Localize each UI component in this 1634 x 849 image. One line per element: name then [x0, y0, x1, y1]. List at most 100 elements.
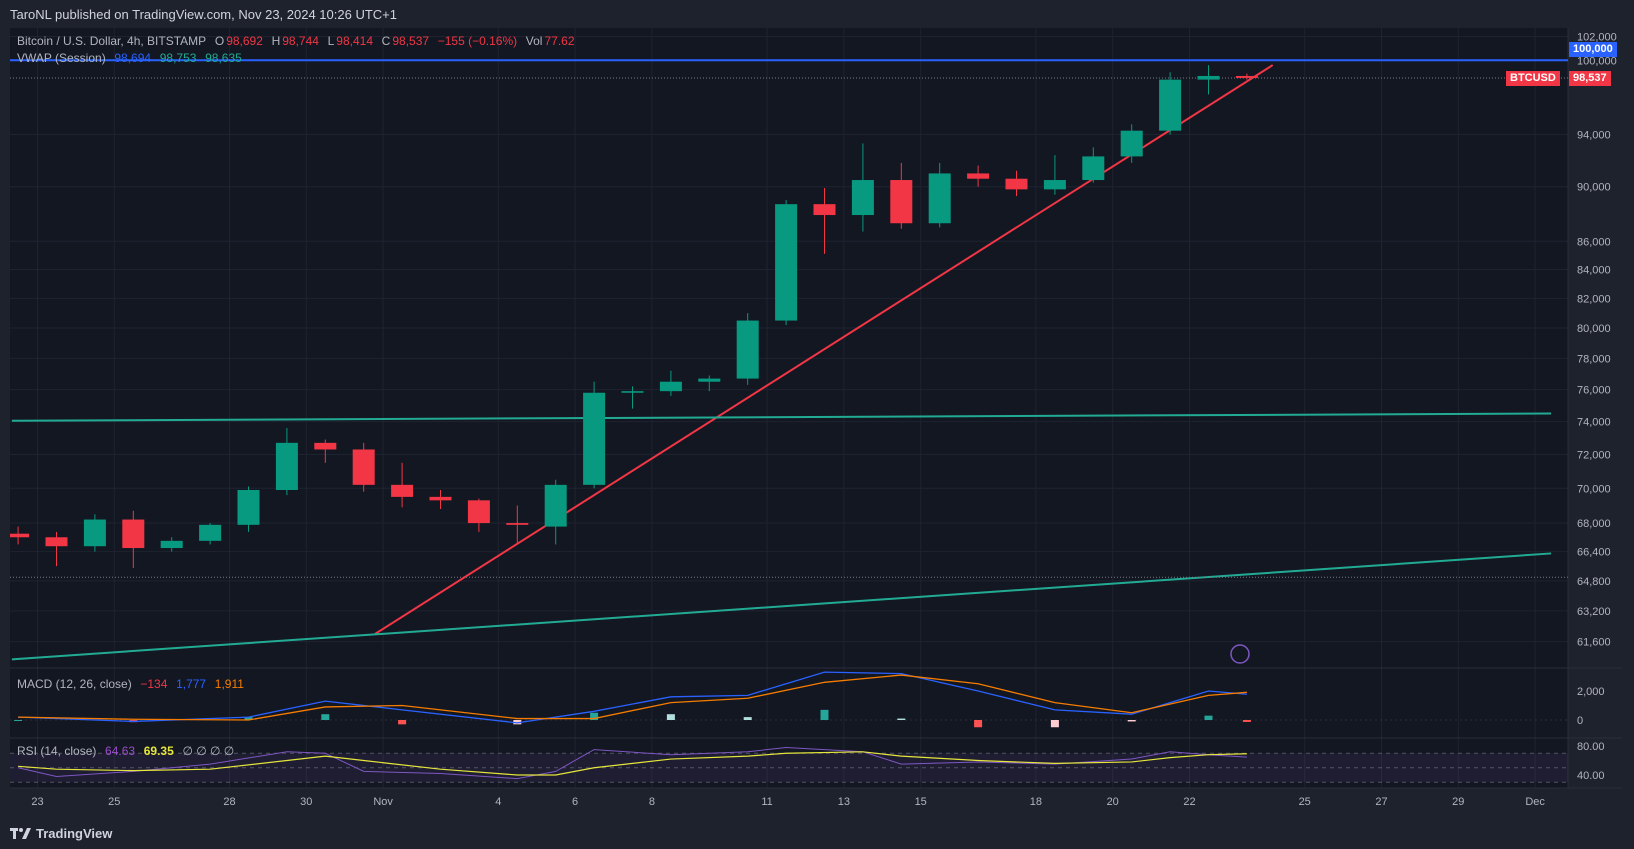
- time-tick-label: 4: [495, 796, 501, 808]
- main-pane: [10, 59, 1568, 661]
- price-tick-label: 72,000: [1577, 449, 1611, 461]
- macd-histogram-bar: [1204, 715, 1213, 720]
- candle-body: [1159, 79, 1182, 131]
- candle-body: [1082, 156, 1105, 181]
- open-label: O: [214, 34, 225, 48]
- macd-histogram-bar: [14, 720, 23, 721]
- tradingview-logo-icon: [10, 827, 31, 839]
- candle-body: [928, 173, 951, 224]
- high-value: 98,744: [282, 34, 319, 48]
- candle-body: [851, 180, 874, 216]
- plot-area: [10, 28, 1568, 788]
- symbol-name: Bitcoin / U.S. Dollar, 4h, BITSTAMP: [17, 34, 207, 48]
- last-price-tag: 98,537: [1569, 71, 1611, 86]
- macd-value: 1,777: [176, 677, 207, 691]
- time-tick-label: 13: [838, 796, 850, 808]
- macd-histogram-bar: [398, 720, 407, 725]
- time-tick-label: 22: [1183, 796, 1195, 808]
- close-label: C: [381, 34, 391, 48]
- publisher-text: TaroNL published on TradingView.com, Nov…: [10, 7, 397, 22]
- candle-body: [352, 449, 375, 485]
- candle-body: [506, 523, 529, 525]
- time-tick-label: 25: [1299, 796, 1311, 808]
- time-tick-label: 8: [649, 796, 655, 808]
- macd-legend[interactable]: MACD (12, 26, close) −134 1,777 1,911: [17, 677, 246, 691]
- rsi-line: [17, 746, 1247, 780]
- close-value: 98,537: [392, 34, 430, 48]
- time-tick-label: 29: [1452, 796, 1464, 808]
- rsi-value: 64.63: [105, 744, 136, 758]
- vwap-value: 98,694: [114, 51, 152, 65]
- publisher-bar: TaroNL published on TradingView.com, Nov…: [0, 0, 1634, 27]
- macd-tick-label: 2,000: [1577, 686, 1605, 698]
- price-tick-label: 63,200: [1577, 606, 1611, 618]
- rsi-tick-label: 80.00: [1577, 741, 1605, 753]
- candle-body: [160, 540, 183, 549]
- macd-histogram-bar: [590, 712, 599, 720]
- candle-body: [544, 484, 567, 527]
- price-tick-label: 66,400: [1577, 547, 1611, 559]
- candle-body: [275, 442, 298, 490]
- macd-label: MACD (12, 26, close): [17, 677, 132, 691]
- price-tick-label: 82,000: [1577, 293, 1611, 305]
- rsi-tick-label: 40.00: [1577, 770, 1605, 782]
- price-tick-label: 84,000: [1577, 264, 1611, 276]
- price-tick-label: 100,000: [1577, 55, 1617, 67]
- candle-body: [659, 381, 682, 392]
- macd-histogram-bar: [1242, 720, 1251, 722]
- macd-histogram-bar: [666, 714, 675, 720]
- price-tick-label: 76,000: [1577, 385, 1611, 397]
- candle-body: [621, 391, 644, 393]
- symbol-legend: Bitcoin / U.S. Dollar, 4h, BITSTAMP O 98,…: [17, 34, 577, 48]
- macd-histogram-bar: [1050, 720, 1059, 728]
- vwap-label: VWAP (Session): [17, 51, 106, 65]
- macd-histogram-bar: [820, 709, 829, 720]
- time-tick-label: 23: [31, 796, 43, 808]
- volume-label: Vol: [525, 34, 543, 48]
- macd-histogram-bar: [974, 720, 983, 728]
- price-tick-label: 86,000: [1577, 236, 1611, 248]
- candle-body: [1005, 178, 1028, 190]
- low-value: 98,414: [336, 34, 373, 48]
- rsi-legend[interactable]: RSI (14, close) 64.63 69.35 ∅ ∅ ∅ ∅: [17, 744, 236, 758]
- candle-body: [583, 392, 606, 485]
- time-tick-label: 27: [1375, 796, 1387, 808]
- time-tick-label: 20: [1107, 796, 1119, 808]
- high-label: H: [271, 34, 281, 48]
- trendline: [374, 64, 1274, 635]
- macd-histogram-value: −134: [140, 677, 168, 691]
- macd-histogram-bar: [743, 717, 752, 720]
- candle-body: [1197, 75, 1220, 80]
- macd-signal-value: 1,911: [214, 677, 244, 691]
- price-tick-label: 80,000: [1577, 323, 1611, 335]
- replay-marker-icon: [1230, 644, 1250, 664]
- macd-histogram-bar: [321, 714, 330, 720]
- price-tick-label: 68,000: [1577, 518, 1611, 530]
- tradingview-brand[interactable]: TradingView: [10, 826, 112, 841]
- price-tick-label: 64,800: [1577, 576, 1611, 588]
- price-tick-label: 70,000: [1577, 483, 1611, 495]
- candle-body: [775, 204, 798, 321]
- vwap-legend[interactable]: VWAP (Session) 98,694 98,753 98,635: [17, 51, 244, 65]
- change-value: −155 (−0.16%): [437, 34, 518, 48]
- macd-histogram-bar: [897, 718, 906, 720]
- symbol-tag: BTCUSD: [1506, 71, 1560, 86]
- candle-body: [698, 378, 721, 382]
- price-tick-label: 78,000: [1577, 353, 1611, 365]
- candle-body: [967, 173, 990, 179]
- price-tick-label: 74,000: [1577, 417, 1611, 429]
- price-tick-label: 94,000: [1577, 130, 1611, 142]
- rsi-extra-values: ∅ ∅ ∅ ∅: [182, 744, 235, 758]
- rsi-ma-value: 69.35: [143, 744, 174, 758]
- low-label: L: [327, 34, 335, 48]
- candle-body: [199, 524, 222, 541]
- candle-body: [45, 537, 68, 547]
- chart-canvas[interactable]: 102,000100,00094,00090,00086,00084,00082…: [0, 27, 1634, 827]
- time-tick-label: 15: [915, 796, 927, 808]
- volume-value: 77.62: [544, 34, 575, 48]
- macd-histogram-bar: [244, 717, 253, 720]
- open-value: 98,692: [226, 34, 263, 48]
- candle-body: [890, 180, 913, 224]
- time-tick-label: 6: [572, 796, 578, 808]
- macd-line: [18, 671, 1247, 724]
